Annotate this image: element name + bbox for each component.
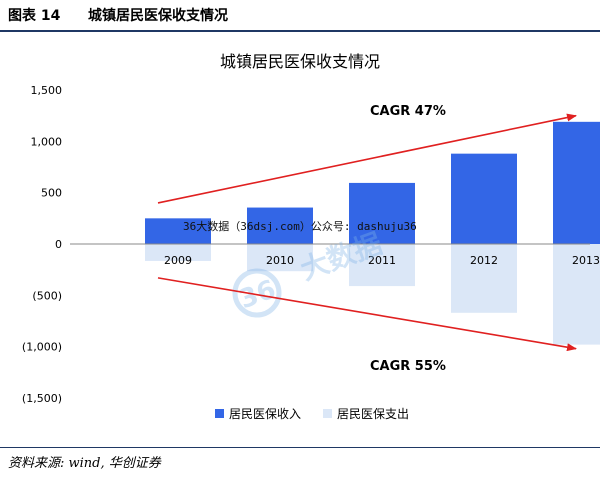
income-bar [451,153,517,244]
figure-label: 图表 14 [8,8,61,24]
income-bar [553,121,600,244]
header-rule [0,30,600,32]
legend: 居民医保收入 居民医保支出 [215,407,409,421]
figure-header: 图表 14 城镇居民医保收支情况 [0,0,600,30]
figure-title: 城镇居民医保收支情况 [88,8,228,24]
cagr-lower-label: CAGR 55% [370,359,446,374]
expense-bar [247,244,313,272]
chart-svg: 城镇居民医保收支情况 1,500 1,000 500 0 (500) (1,000) (1,… [22,52,600,421]
legend-label: 居民医保支出 [337,407,409,421]
legend-swatch [323,409,332,418]
legend-label: 居民医保收入 [229,407,301,421]
x-tick-label: 2009 [164,254,192,267]
income-bar [145,218,211,244]
watermark-text: 36大数据（36dsj.com）公众号: dashuju36 [183,220,417,233]
expense-bars [145,244,600,345]
income-trend-arrow [157,113,577,204]
x-tick-label: 2012 [470,254,498,267]
y-tick-label: (1,500) [22,392,62,405]
y-tick-label: 1,500 [31,84,63,97]
income-bars [145,121,600,244]
x-tick-label: 2011 [368,254,396,267]
trend-arrows [157,113,577,352]
expense-bar [451,244,517,313]
expense-trend-arrow [157,277,577,352]
x-tick-label: 2010 [266,254,294,267]
expense-bar [145,244,211,261]
expense-bar [349,244,415,287]
income-bar [349,182,415,244]
y-tick-label: (500) [32,289,62,302]
y-tick-label: 1,000 [31,135,63,148]
x-axis-labels: 2009 2010 2011 2012 2013 [164,254,600,267]
legend-swatch [215,409,224,418]
y-tick-label: (1,000) [22,341,62,354]
cagr-upper-label: CAGR 47% [370,104,446,119]
chart-title: 城镇居民医保收支情况 [220,52,380,71]
y-tick-label: 500 [41,187,62,200]
footer-rule [0,447,600,448]
x-tick-label: 2013 [572,254,600,267]
source-note: 资料来源: wind, 华创证券 [8,456,161,471]
income-bar [247,207,313,244]
y-axis: 1,500 1,000 500 0 (500) (1,000) (1,500) [22,84,62,405]
expense-bar [553,244,600,345]
y-tick-label: 0 [55,238,62,251]
